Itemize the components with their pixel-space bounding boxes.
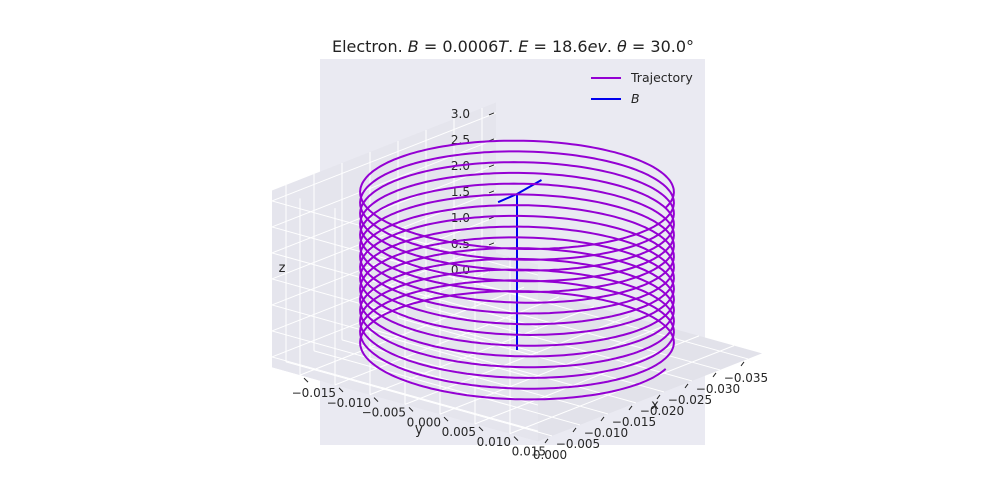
grid-line-floor-x — [369, 306, 595, 396]
z-tick-label: 1.0 — [451, 211, 470, 225]
y-tick-mark — [712, 372, 717, 378]
z-tick-mark — [488, 242, 495, 246]
grid-line-floor-y — [285, 361, 553, 437]
x-tick-label: 0.000 — [407, 415, 441, 429]
legend-label-b: B — [631, 91, 640, 106]
title-b-value: = 0.0006 — [419, 37, 499, 56]
z-tick-label: 3.0 — [451, 107, 470, 121]
z-tick-mark — [488, 164, 495, 168]
title-prefix: Electron. — [332, 37, 408, 56]
title-e-unit: ev — [588, 37, 608, 56]
y-tick-mark — [656, 394, 661, 400]
grid-line-floor-y — [341, 339, 609, 415]
x-tick-label: 0.005 — [442, 425, 476, 439]
y-axis: −0.035−0.030−0.025−0.020−0.015−0.010−0.0… — [533, 361, 768, 462]
legend-label-trajectory: Trajectory — [630, 70, 693, 85]
grid-line-left-z — [271, 242, 497, 332]
z-tick-label: 1.5 — [451, 185, 470, 199]
z-axis-label: z — [279, 261, 286, 276]
y-tick-label: −0.005 — [556, 437, 600, 451]
x-tick-mark — [373, 397, 379, 403]
grid-line-floor-y — [453, 295, 721, 371]
legend: Trajectory B — [591, 70, 693, 106]
y-tick-mark — [544, 438, 549, 444]
title-e-symbol: E — [518, 37, 529, 56]
grid-line-floor-x — [299, 286, 525, 376]
z-tick-mark — [488, 190, 495, 194]
grid-line-left-z — [271, 138, 497, 228]
y-tick-mark — [740, 361, 745, 367]
x-tick-label: −0.015 — [292, 386, 336, 400]
grid-line-floor-x — [439, 325, 665, 415]
z-tick-mark — [488, 112, 495, 116]
title-sep2: . — [607, 37, 617, 56]
plot-series — [359, 139, 675, 401]
title-theta-value: = 30.0° — [627, 37, 694, 56]
y-tick-label: 0.000 — [533, 448, 567, 462]
title-theta-symbol: θ — [617, 37, 627, 56]
x-tick-mark — [303, 377, 309, 383]
y-tick-label: −0.025 — [668, 393, 712, 407]
x-axis-label: x — [651, 398, 659, 413]
grid-line-left-z — [271, 190, 497, 280]
b-field-arrowhead-right — [516, 179, 542, 195]
grid-line-floor-y — [481, 284, 749, 360]
chart-title: Electron. B = 0.0006T. E = 18.6ev. θ = 3… — [332, 37, 694, 56]
grid-line-right-z — [271, 356, 539, 432]
y-tick-mark — [684, 383, 689, 389]
y-tick-label: −0.035 — [724, 371, 768, 385]
y-tick-label: −0.010 — [584, 426, 628, 440]
y-tick-label: −0.020 — [640, 404, 684, 418]
grid-line-right-z — [271, 200, 539, 276]
title-sep1: . — [508, 37, 518, 56]
x-tick-label: −0.010 — [327, 396, 371, 410]
y-tick-mark — [600, 416, 605, 422]
grid-line-floor-x — [334, 296, 560, 386]
x-tick-mark — [513, 436, 519, 442]
grid-line-left-z — [271, 164, 497, 254]
y-tick-mark — [572, 427, 577, 433]
x-tick-label: 0.015 — [512, 445, 546, 459]
x-tick-label: 0.010 — [477, 435, 511, 449]
grid-line-floor-y — [313, 350, 581, 426]
trajectory-line — [359, 139, 675, 401]
x-tick-mark — [408, 407, 414, 412]
x-tick-mark — [338, 387, 344, 393]
y-tick-mark — [628, 405, 633, 411]
grid-line-right-z — [271, 330, 539, 406]
title-b-symbol: B — [408, 37, 419, 56]
y-tick-label: −0.030 — [696, 382, 740, 396]
grid-line-right-z — [271, 252, 539, 328]
title-b-unit: T — [498, 37, 509, 56]
x-tick-mark — [443, 416, 449, 422]
y-tick-label: −0.015 — [612, 415, 656, 429]
x-tick-label: −0.005 — [362, 406, 406, 420]
title-e-value: = 18.6 — [528, 37, 587, 56]
x-tick-mark — [478, 426, 484, 432]
grid-line-left-z — [271, 112, 497, 202]
y-axis-label: y — [415, 423, 423, 438]
